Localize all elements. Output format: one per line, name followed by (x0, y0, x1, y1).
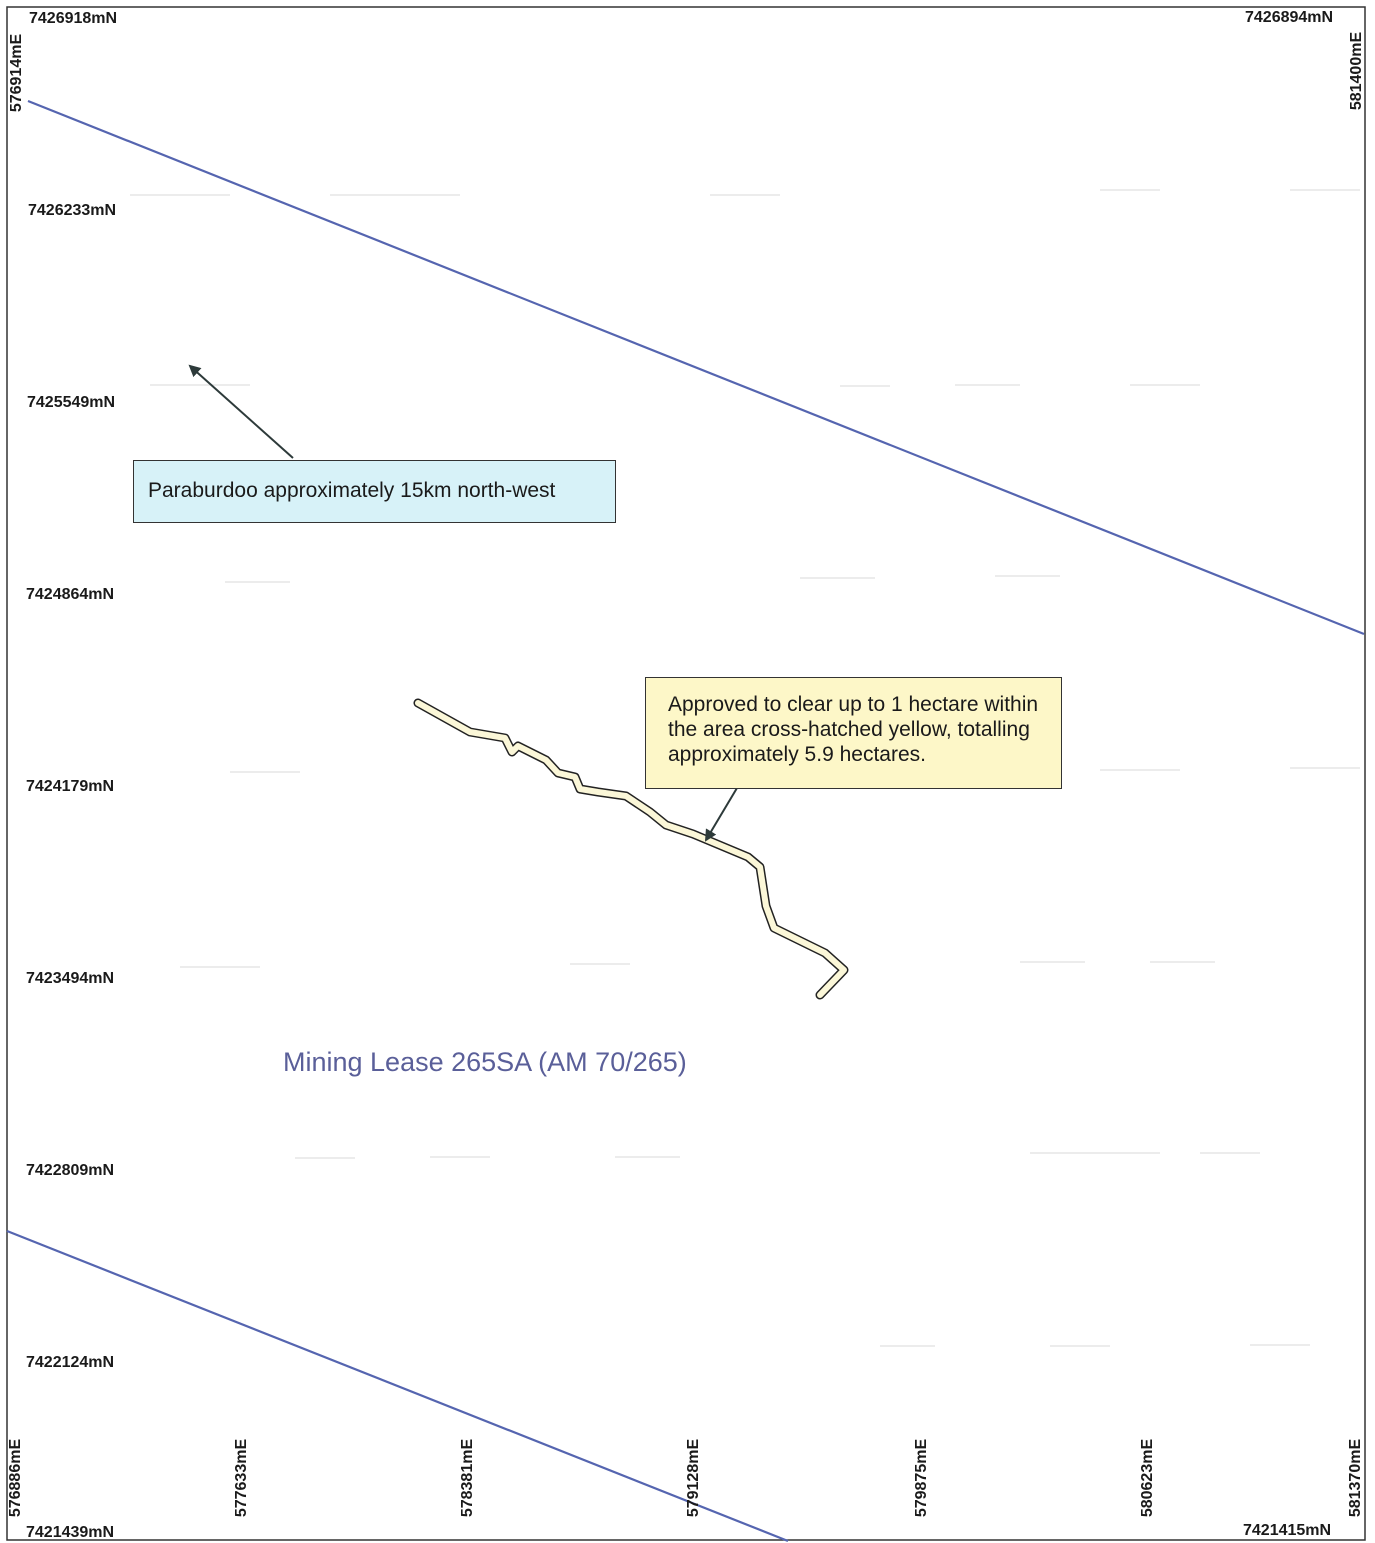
easting-label: 580623mE (1139, 1438, 1156, 1518)
corner-left-easting: 576914mE (8, 33, 25, 113)
northing-label: 7422809mN (26, 1162, 115, 1179)
paraburdoo-callout: Paraburdoo approximately 15km north-west (133, 460, 616, 523)
easting-label: 576886mE (7, 1438, 24, 1518)
northing-label: 7423494mN (26, 970, 115, 987)
lease-boundary-north (27, 99, 1365, 636)
clearing-area-fill (415, 700, 847, 998)
easting-label: 579875mE (913, 1438, 930, 1518)
map-border (6, 6, 1366, 1541)
easting-label: 577633mE (233, 1438, 250, 1518)
northing-label: 7425549mN (27, 394, 116, 411)
easting-label: 581370mE (1347, 1438, 1364, 1518)
corner-top-right-northing: 7426894mN (1245, 9, 1334, 26)
corner-right-easting: 581400mE (1348, 31, 1365, 111)
corner-top-left-northing: 7426918mN (29, 10, 118, 27)
grid-marks (130, 189, 1360, 1347)
corner-bottom-right-northing: 7421415mN (1243, 1522, 1332, 1539)
mining-lease-label: Mining Lease 265SA (AM 70/265) (283, 1047, 687, 1077)
easting-label: 578381mE (459, 1438, 476, 1518)
easting-label: 579128mE (685, 1438, 702, 1518)
approved-clearing-callout: Approved to clear up to 1 hectare within… (645, 677, 1062, 789)
northing-label: 7424864mN (26, 586, 115, 603)
northing-label: 7422124mN (26, 1354, 115, 1371)
northing-label: 7426233mN (28, 202, 117, 219)
paraburdoo-direction-arrow (188, 364, 294, 459)
lease-boundary-south (6, 1229, 789, 1543)
northing-label: 7424179mN (26, 778, 115, 795)
clearing-pointer-arrow (704, 787, 738, 842)
corner-bottom-left-northing: 7421439mN (26, 1524, 115, 1541)
